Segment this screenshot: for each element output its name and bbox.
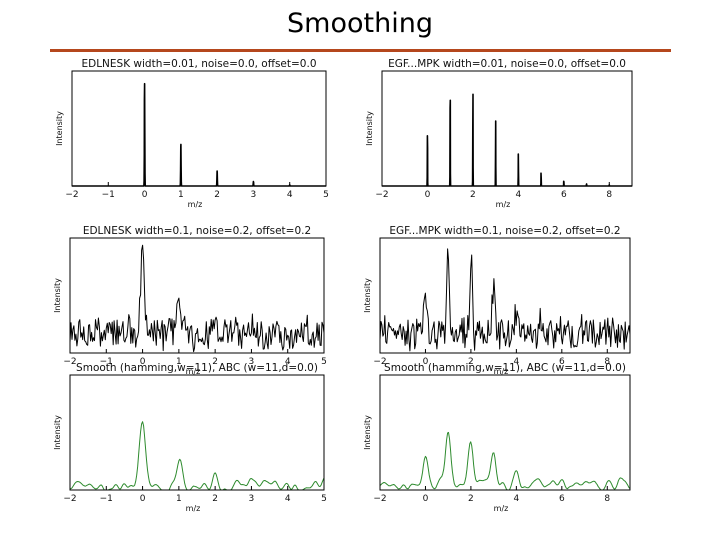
plot-frame [381, 70, 633, 187]
x-tick-label: 0 [425, 190, 431, 200]
plot-frame [69, 237, 325, 354]
x-tick-label: 0 [423, 357, 429, 367]
x-tick-label: 0 [142, 190, 148, 200]
x-tick-label: −2 [63, 357, 76, 367]
x-tick-label: 5 [323, 190, 329, 200]
x-tick-label: 3 [251, 190, 257, 200]
series-line-right-smooth [379, 431, 631, 491]
x-tick-label: 2 [214, 190, 220, 200]
x-tick-label: 1 [178, 190, 184, 200]
chart-title: EDLNESK width=0.01, noise=0.0, offset=0.… [81, 58, 316, 70]
x-axis-label: m/z [496, 200, 511, 209]
x-tick-label: 2 [212, 357, 218, 367]
y-axis-label: Intensity [53, 278, 62, 313]
x-tick-label: −2 [63, 494, 76, 504]
series-line-left-smooth [69, 421, 325, 491]
chart-title: Smooth (hamming,w=11), ABC (w=11,d=0.0) [76, 362, 318, 374]
x-tick-label: 4 [287, 190, 293, 200]
y-axis-label: Intensity [53, 415, 62, 450]
title-rule [50, 49, 671, 52]
chart-title: EDLNESK width=0.1, noise=0.2, offset=0.2 [83, 225, 311, 237]
plot-frame [71, 70, 327, 187]
x-tick-label: 8 [604, 494, 610, 504]
chart-title: EGF...MPK width=0.1, noise=0.2, offset=0… [389, 225, 620, 237]
x-tick-label: 2 [468, 357, 474, 367]
x-axis-label: m/z [186, 504, 201, 513]
x-axis-label: m/z [186, 367, 201, 376]
chart-left-smooth: −2 −1 0 1 2 3 4 5 Smooth (hamming,w=11), ABC (w=… [53, 362, 327, 513]
slide-title: Smoothing [287, 8, 433, 39]
x-tick-label: 6 [559, 494, 565, 504]
x-tick-label: 4 [515, 190, 521, 200]
x-tick-label: −2 [373, 357, 386, 367]
chart-left-noisy: −2 −1 0 1 2 3 4 5 EDLNESK width=0.1, noise=0.2, … [53, 225, 327, 376]
x-tick-label: 1 [176, 357, 182, 367]
x-tick-label: −2 [375, 190, 388, 200]
chart-right-noisy: −2 0 2 4 6 8 EGF...MPK width=0.1, noise=0.2, o… [363, 225, 631, 376]
x-axis-label: m/z [188, 200, 203, 209]
y-axis-label: Intensity [365, 111, 374, 146]
x-tick-label: 6 [559, 357, 565, 367]
x-tick-label: 4 [513, 494, 519, 504]
chart-title: EGF...MPK width=0.01, noise=0.0, offset=… [388, 58, 626, 70]
x-tick-label: 3 [249, 494, 255, 504]
chart-right-clean: −2 0 2 4 6 8 EGF...MPK width=0.01, noise=0.0, … [365, 58, 633, 209]
x-tick-label: 6 [561, 190, 567, 200]
chart-left-clean: −2 −1 0 1 2 3 4 5 EDLNESK width=0.01, noise=0.0,… [55, 58, 329, 209]
chart-right-smooth: −2 0 2 4 6 8 Smooth (hamming,w=11), ABC (w=11,… [363, 362, 631, 513]
x-tick-label: −2 [65, 190, 78, 200]
series-line-left-clean [71, 82, 327, 187]
chart-title: Smooth (hamming,w=11), ABC (w=11,d=0.0) [384, 362, 626, 374]
x-tick-label: 8 [606, 190, 612, 200]
series-line-left-noisy [69, 244, 325, 353]
series-line-right-clean [381, 93, 633, 187]
x-tick-label: 2 [212, 494, 218, 504]
x-tick-label: −2 [373, 494, 386, 504]
x-tick-label: −1 [102, 190, 115, 200]
x-tick-label: 4 [285, 357, 291, 367]
x-tick-label: 1 [176, 494, 182, 504]
plot-frame [379, 374, 631, 491]
plot-frame [379, 237, 631, 354]
x-tick-label: 8 [604, 357, 610, 367]
x-tick-label: 5 [321, 494, 327, 504]
x-tick-label: −1 [100, 494, 113, 504]
x-tick-label: −1 [100, 357, 113, 367]
x-tick-label: 4 [513, 357, 519, 367]
y-axis-label: Intensity [363, 415, 372, 450]
x-tick-label: 3 [249, 357, 255, 367]
x-tick-label: 2 [470, 190, 476, 200]
x-axis-label: m/z [494, 504, 509, 513]
x-tick-label: 4 [285, 494, 291, 504]
series-line-right-noisy [379, 248, 631, 352]
plot-frame [69, 374, 325, 491]
x-tick-label: 0 [140, 357, 146, 367]
x-tick-label: 0 [423, 494, 429, 504]
x-axis-label: m/z [494, 367, 509, 376]
x-tick-label: 2 [468, 494, 474, 504]
x-tick-label: 5 [321, 357, 327, 367]
y-axis-label: Intensity [55, 111, 64, 146]
y-axis-label: Intensity [363, 278, 372, 313]
x-tick-label: 0 [140, 494, 146, 504]
